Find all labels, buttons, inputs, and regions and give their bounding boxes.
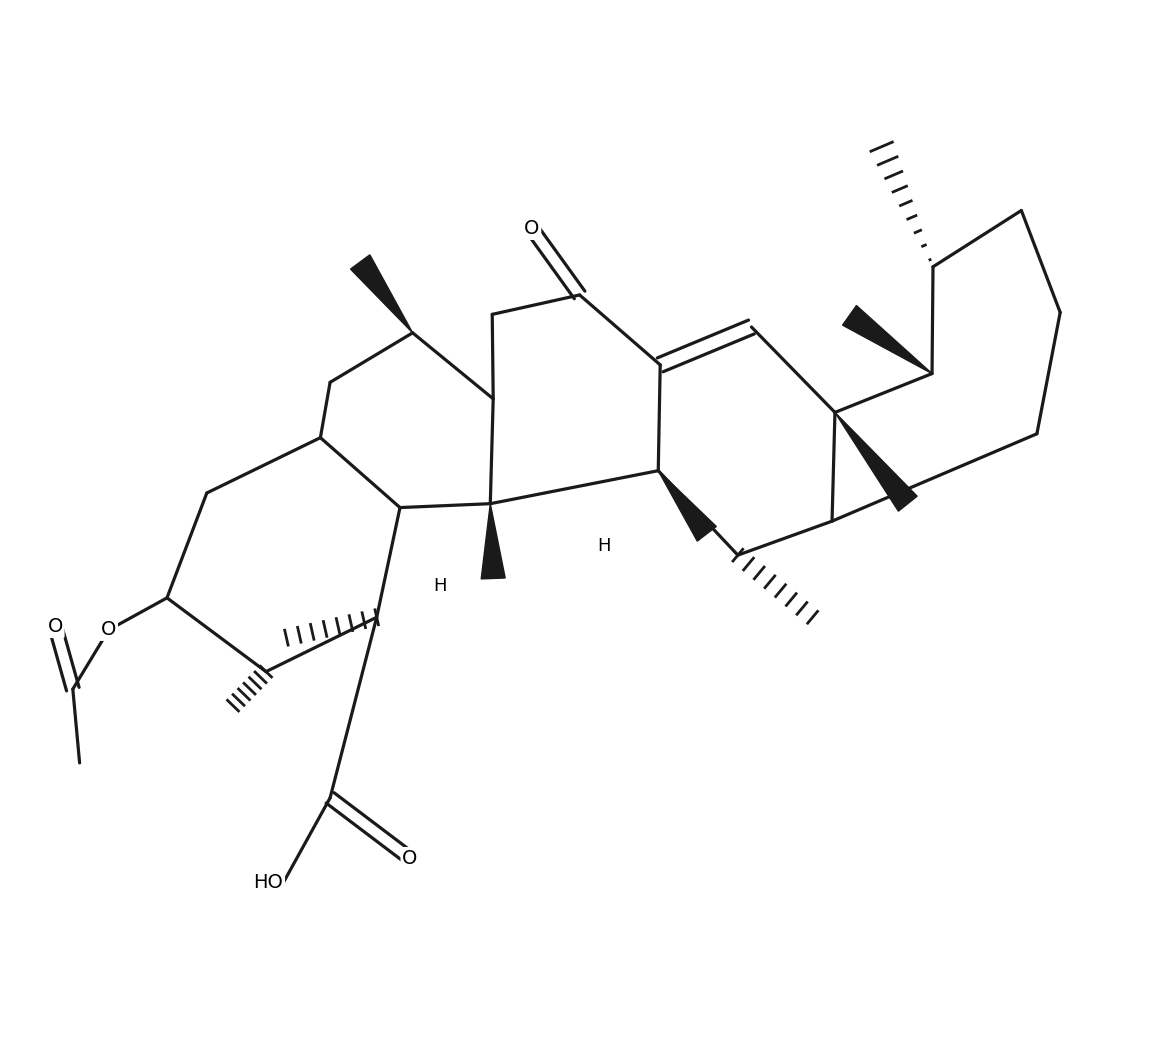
Text: H: H	[597, 537, 611, 555]
Text: O: O	[48, 618, 63, 636]
Text: O: O	[101, 620, 116, 639]
Text: O: O	[402, 849, 418, 867]
Text: H: H	[433, 578, 447, 596]
Polygon shape	[843, 305, 932, 373]
Polygon shape	[658, 471, 716, 541]
Polygon shape	[350, 254, 413, 333]
Text: O: O	[525, 219, 540, 238]
Polygon shape	[481, 504, 505, 579]
Text: HO: HO	[254, 872, 284, 891]
Polygon shape	[835, 412, 918, 511]
